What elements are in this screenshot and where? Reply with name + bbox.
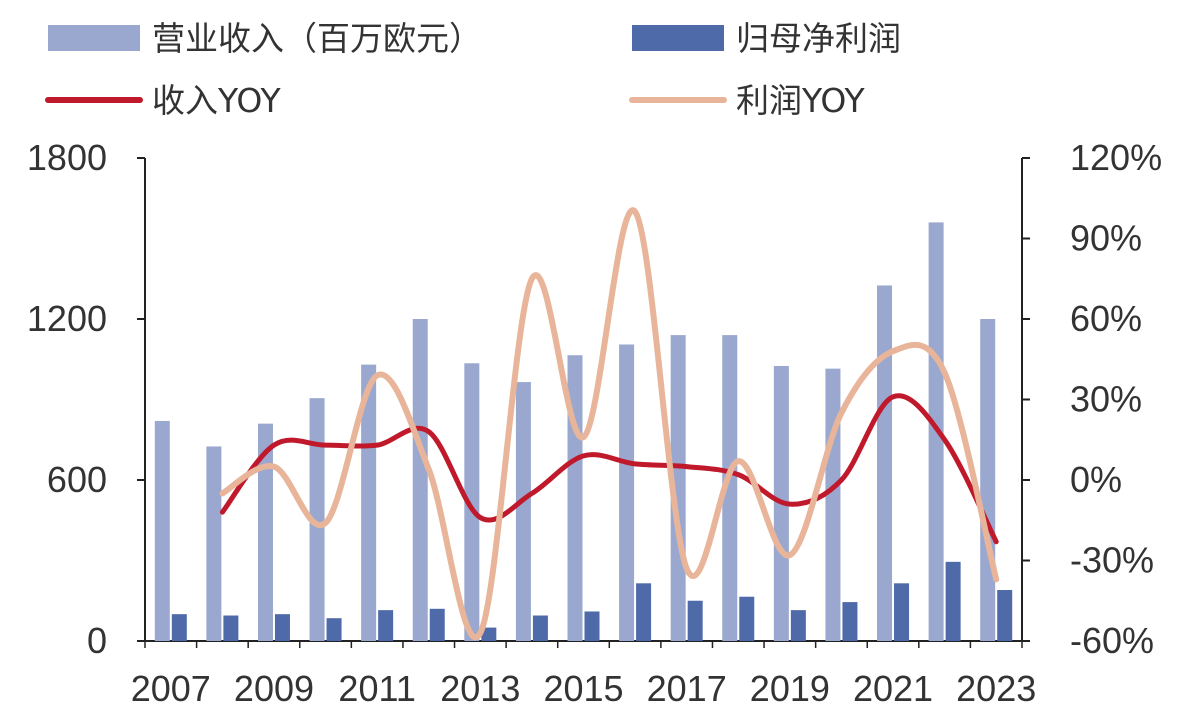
profit-bar xyxy=(997,590,1013,641)
right-tick-label: -60% xyxy=(1070,620,1154,661)
left-tick-label: 1200 xyxy=(27,298,107,339)
right-tick-label: 90% xyxy=(1070,218,1142,259)
x-tick-label: 2013 xyxy=(440,668,520,709)
revenue-bar xyxy=(877,285,893,641)
profit-bar xyxy=(274,614,290,641)
profit-yoy-line xyxy=(219,207,1000,640)
legend-label: 归母净利润 xyxy=(736,19,901,58)
profit-bar xyxy=(584,611,600,641)
left-tick-label: 0 xyxy=(87,620,107,661)
legend-label: 营业收入（百万欧元） xyxy=(152,19,482,58)
revenue-bar xyxy=(309,398,325,641)
x-tick-label: 2007 xyxy=(131,668,211,709)
revenue-bar xyxy=(464,363,480,641)
x-tick-label: 2021 xyxy=(853,668,933,709)
revenue-bar xyxy=(670,335,686,641)
left-tick-label: 600 xyxy=(47,459,107,500)
legend-swatch xyxy=(48,25,140,51)
revenue-bar xyxy=(206,446,222,641)
profit-bar xyxy=(739,596,755,641)
profit-bar xyxy=(532,615,548,641)
revenue-bar xyxy=(361,364,377,641)
profit-bar xyxy=(894,583,910,641)
profit-bar xyxy=(171,614,187,641)
right-tick-label: 60% xyxy=(1070,298,1142,339)
x-tick-label: 2009 xyxy=(234,668,314,709)
legend-swatch xyxy=(632,25,724,51)
revenue-bar xyxy=(619,344,635,641)
right-tick-label: 0% xyxy=(1070,459,1122,500)
profit-bar xyxy=(481,627,497,641)
revenue-bar xyxy=(412,319,428,641)
revenue-bar xyxy=(980,319,996,641)
x-tick-label: 2015 xyxy=(543,668,623,709)
legend-label: 收入YOY xyxy=(152,81,282,120)
revenue-bar xyxy=(257,423,273,641)
right-tick-label: 120% xyxy=(1070,137,1162,178)
right-tick-label: -30% xyxy=(1070,540,1154,581)
profit-bar xyxy=(378,610,394,641)
revenue-bar xyxy=(722,335,738,641)
profit-bar xyxy=(429,608,445,641)
profit-bar xyxy=(842,602,858,641)
x-tick-label: 2011 xyxy=(338,668,415,709)
x-tick-label: 2017 xyxy=(647,668,727,709)
revenue-bar xyxy=(567,355,583,641)
profit-bar xyxy=(687,600,703,641)
profit-bar xyxy=(223,615,239,641)
x-tick-label: 2019 xyxy=(750,668,830,709)
revenue-bar xyxy=(825,368,841,641)
x-tick-label: 2023 xyxy=(956,668,1036,709)
profit-bar xyxy=(790,610,806,641)
legend-label: 利润YOY xyxy=(736,81,866,120)
profit-bar xyxy=(945,561,961,641)
revenue-bar xyxy=(154,420,170,641)
profit-bar xyxy=(636,583,652,641)
left-tick-label: 1800 xyxy=(27,137,107,178)
right-tick-label: 30% xyxy=(1070,379,1142,420)
revenue-bar xyxy=(515,382,531,641)
profit-bar xyxy=(326,618,342,641)
